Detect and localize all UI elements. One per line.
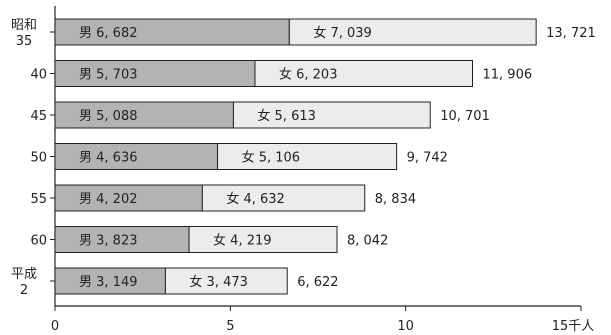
bar-segment-female bbox=[288, 18, 537, 46]
bar-segment-female bbox=[254, 60, 474, 87]
total-label: 11, 906 bbox=[483, 68, 533, 83]
total-label: 10, 701 bbox=[440, 109, 490, 124]
bar-label-male: 男 3, 149 bbox=[79, 275, 137, 290]
x-tick-label: 10 bbox=[397, 319, 414, 334]
bar-segment-male bbox=[54, 267, 166, 295]
total-label: 6, 622 bbox=[297, 275, 338, 290]
bar-label-female: 女 4, 632 bbox=[226, 191, 284, 207]
category-label: 50 bbox=[30, 151, 47, 166]
category-label: 45 bbox=[30, 109, 47, 124]
bar-label-female: 女 4, 219 bbox=[213, 233, 271, 249]
bar-label-female: 女 6, 203 bbox=[279, 67, 337, 83]
bar-label-male: 男 6, 682 bbox=[79, 26, 137, 41]
category-label: 60 bbox=[30, 234, 47, 249]
category-label: 35 bbox=[16, 34, 33, 49]
bar-label-female: 女 5, 106 bbox=[242, 150, 300, 166]
bar-segment-female bbox=[164, 267, 288, 295]
x-tick-label: 5 bbox=[226, 319, 234, 334]
total-label: 13, 721 bbox=[546, 26, 596, 41]
bar-segment-male bbox=[54, 184, 203, 212]
category-label: 昭和 bbox=[11, 18, 37, 33]
bar-label-male: 男 3, 823 bbox=[79, 234, 137, 249]
total-label: 8, 834 bbox=[375, 192, 416, 207]
total-label: 8, 042 bbox=[347, 234, 388, 249]
x-tick-label: 15千人 bbox=[552, 319, 595, 334]
bar-segment-female bbox=[188, 226, 338, 253]
bar-label-female: 女 7, 039 bbox=[313, 25, 371, 41]
total-label: 9, 742 bbox=[407, 151, 448, 166]
bar-segment-male bbox=[54, 18, 290, 46]
bar-segment-male bbox=[54, 101, 234, 129]
bar-label-male: 男 5, 088 bbox=[79, 109, 137, 124]
bar-label-female: 女 3, 473 bbox=[189, 274, 247, 290]
bar-segment-male bbox=[54, 143, 219, 170]
x-tick-label: 0 bbox=[51, 319, 59, 334]
bar-label-female: 女 5, 613 bbox=[257, 108, 315, 124]
bar-label-male: 男 4, 202 bbox=[79, 192, 137, 207]
category-label: 2 bbox=[20, 283, 28, 298]
bar-segment-male bbox=[54, 226, 190, 253]
category-label: 55 bbox=[30, 192, 47, 207]
bar-segment-female bbox=[232, 101, 431, 129]
bar-label-male: 男 5, 703 bbox=[79, 68, 137, 83]
category-label: 40 bbox=[30, 68, 47, 83]
bar-label-male: 男 4, 636 bbox=[79, 151, 137, 166]
bar-segment-female bbox=[217, 143, 398, 170]
bar-segment-female bbox=[201, 184, 366, 212]
category-label: 平成 bbox=[11, 267, 37, 282]
